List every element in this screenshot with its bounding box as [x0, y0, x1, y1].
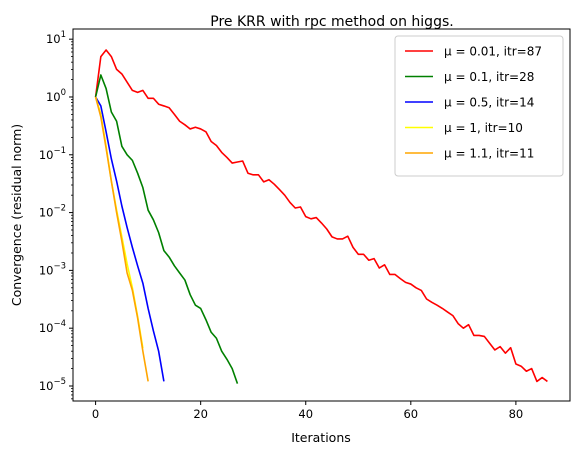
series-line-2 [94, 96, 165, 382]
legend-box [394, 35, 564, 177]
legend-label-1: μ = 0.1, itr=28 [444, 70, 534, 84]
series-line-1 [94, 74, 239, 384]
legend: μ = 0.01, itr=87 μ = 0.1, itr=28 μ = 0.5, … [394, 35, 564, 177]
y-tick-label: 10−2 [39, 204, 66, 220]
legend-label-0: μ = 0.01, itr=87 [444, 45, 542, 59]
plot-frame [72, 28, 571, 402]
x-tick-label: 80 [509, 407, 524, 421]
legend-label-2: μ = 0.5, itr=14 [444, 96, 534, 110]
y-tick-label: 101 [46, 30, 66, 46]
x-tick-label: 0 [92, 407, 99, 421]
x-tick-label: 60 [403, 407, 418, 421]
y-tick-label: 100 [46, 88, 66, 104]
x-axis: 0 20 40 60 80 [92, 401, 523, 421]
series-line-0 [94, 49, 548, 383]
y-axis: 10−5 10−4 10−3 10−2 10−1 100 101 [39, 30, 73, 400]
y-tick-label: 10−3 [39, 261, 66, 277]
y-axis-label: Convergence (residual norm) [9, 124, 24, 306]
x-tick-label: 20 [193, 407, 208, 421]
chart-title: Pre KRR with rpc method on higgs. [210, 14, 453, 30]
series-line-4 [94, 96, 149, 382]
legend-label-4: μ = 1.1, itr=11 [444, 147, 534, 161]
legend-label-3: μ = 1, itr=10 [444, 121, 523, 135]
y-tick-label: 10−5 [39, 377, 66, 393]
plot-area [94, 49, 548, 384]
y-tick-label: 10−1 [39, 146, 66, 162]
x-axis-label: Iterations [291, 430, 351, 445]
y-tick-label: 10−4 [39, 319, 66, 335]
x-tick-label: 40 [298, 407, 313, 421]
